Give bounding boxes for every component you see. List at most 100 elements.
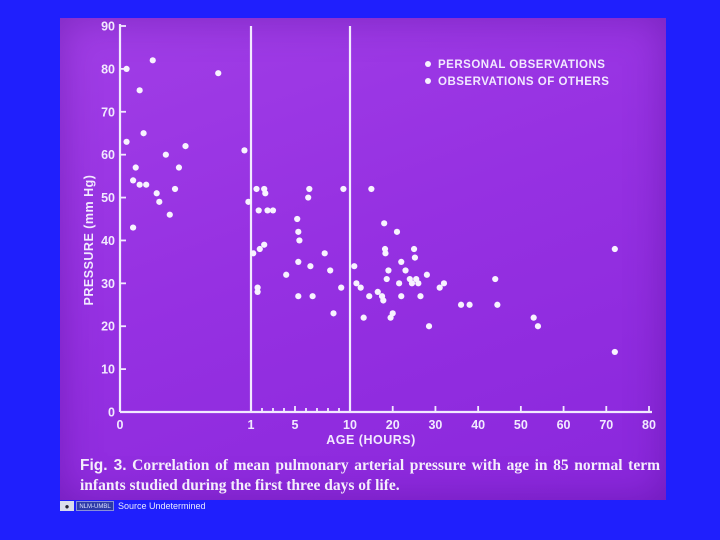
data-point [264, 207, 271, 214]
data-point [269, 207, 277, 214]
data-point [294, 215, 301, 223]
data-point [149, 57, 156, 64]
data-point [123, 65, 130, 72]
data-point [466, 301, 473, 308]
data-point [283, 271, 290, 278]
data-point [357, 284, 364, 291]
source-text: Source Undetermined [118, 501, 206, 511]
x-tick-label-30: 30 [428, 418, 442, 432]
data-point [254, 288, 261, 296]
x-tick-label-5: 5 [292, 418, 299, 432]
data-point [417, 293, 424, 300]
data-point [340, 185, 347, 193]
data-point [368, 185, 375, 193]
data-point [295, 228, 302, 235]
x-tick-label-1: 1 [248, 418, 255, 432]
data-point [393, 228, 401, 235]
caption-text: Correlation of mean pulmonary arterial p… [80, 457, 660, 494]
data-point [436, 284, 443, 291]
data-point [321, 250, 328, 257]
data-point [215, 70, 222, 77]
data-point [398, 293, 405, 300]
legend-marker-1 [425, 61, 431, 67]
data-point [389, 310, 396, 317]
data-point [396, 280, 403, 287]
source-attribution: ● NLM-UMBL Source Undetermined [60, 500, 206, 512]
data-point [415, 280, 422, 287]
data-point [351, 263, 358, 270]
data-point [534, 323, 542, 330]
legend: PERSONAL OBSERVATIONS OBSERVATIONS OF OTH… [425, 59, 609, 88]
x-tick-label-60: 60 [557, 418, 571, 432]
data-point [305, 194, 312, 201]
data-point [253, 185, 260, 193]
x-tick-label-20: 20 [386, 418, 400, 432]
data-point [330, 310, 337, 317]
data-point [175, 164, 183, 171]
figure-number: Fig. 3. [80, 457, 127, 474]
data-point [408, 280, 416, 287]
data-point [338, 284, 345, 291]
x-tick-label-0: 0 [117, 418, 124, 432]
legend-label-2: OBSERVATIONS OF OTHERS [438, 76, 609, 88]
data-point [494, 301, 501, 308]
y-tick-label-50: 50 [101, 191, 115, 205]
y-tick-label-0: 0 [108, 406, 115, 420]
data-point [440, 280, 448, 287]
x-tick-label-70: 70 [599, 418, 613, 432]
legend-label-1: PERSONAL OBSERVATIONS [438, 59, 605, 71]
data-point [136, 87, 143, 94]
cc-badge-icon: ● [60, 501, 74, 511]
y-tick-label-20: 20 [101, 320, 115, 334]
data-points [123, 57, 618, 356]
data-point [245, 198, 252, 205]
data-point [530, 314, 537, 321]
data-point [360, 314, 367, 321]
data-point [457, 301, 465, 308]
data-point [255, 207, 262, 214]
legend-marker-2 [425, 78, 431, 84]
data-point [143, 181, 150, 188]
x-axis-ticks: 0 1 5 10 20 30 40 50 60 70 80 [117, 406, 656, 432]
data-point [140, 130, 147, 137]
data-point [262, 190, 269, 197]
data-point [166, 211, 173, 218]
x-tick-label-10: 10 [343, 418, 357, 432]
data-point [410, 245, 418, 253]
data-point [295, 293, 302, 300]
y-axis-ticks: 0 10 20 30 40 50 60 70 80 90 [101, 20, 126, 420]
data-point [309, 293, 316, 300]
data-point [380, 297, 387, 304]
y-tick-label-30: 30 [101, 277, 115, 291]
data-point [130, 224, 137, 231]
y-axis-title: PRESSURE (mm Hg) [82, 175, 96, 306]
data-point [374, 288, 381, 296]
data-point [256, 245, 263, 253]
data-point [261, 241, 268, 248]
y-tick-label-80: 80 [101, 62, 115, 76]
data-point [492, 275, 499, 283]
data-point [254, 284, 261, 291]
data-point [327, 267, 334, 274]
data-point [171, 185, 179, 193]
data-point [307, 263, 314, 270]
data-point [241, 147, 248, 154]
source-logo: NLM-UMBL [76, 501, 114, 511]
y-tick-label-40: 40 [101, 234, 115, 248]
figure-caption: Fig. 3. Correlation of mean pulmonary ar… [80, 456, 660, 496]
data-point [250, 250, 257, 257]
data-point [425, 323, 433, 330]
data-point [353, 280, 360, 287]
data-point [182, 142, 189, 150]
slide-image: 0 10 20 30 40 50 60 70 80 90 0 1 5 10 20 30 40 50 60 70 80 … [60, 18, 666, 500]
data-point [382, 250, 389, 257]
data-point [381, 220, 388, 227]
data-point [366, 293, 373, 300]
y-tick-label-60: 60 [101, 148, 115, 162]
y-tick-label-90: 90 [101, 20, 115, 34]
data-point [385, 267, 392, 274]
data-point [402, 267, 409, 274]
data-point [306, 185, 313, 193]
vertical-reference-lines [249, 26, 352, 412]
